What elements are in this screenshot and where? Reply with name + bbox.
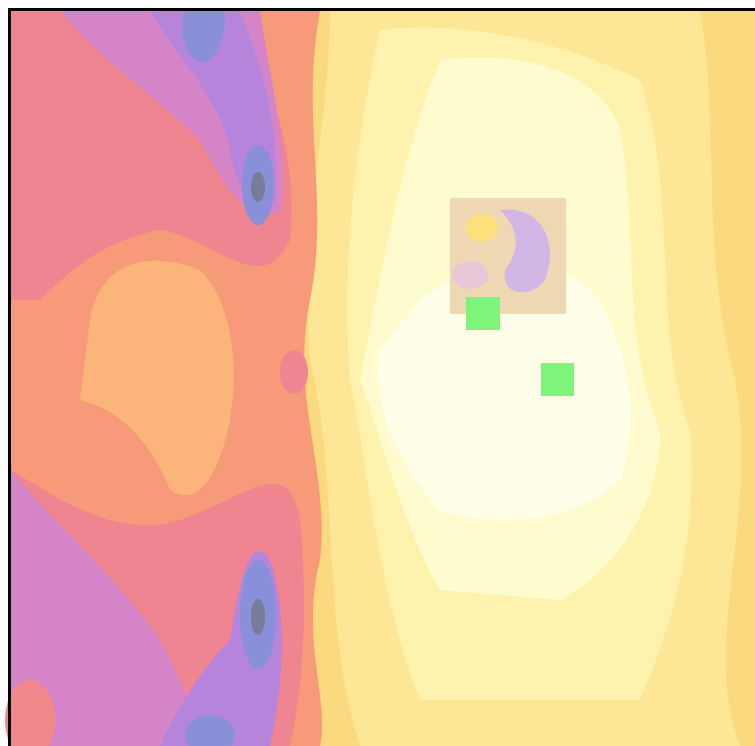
green-marker: [541, 363, 574, 396]
page: [0, 0, 755, 746]
blob-dark-mid: [251, 172, 265, 202]
blob-red-spot: [280, 350, 308, 394]
inset-blob: [452, 261, 488, 289]
inset-spot: [466, 214, 498, 242]
green-marker: [466, 297, 500, 330]
heat-field: [5, 11, 755, 746]
blob-dark-bottom: [251, 599, 265, 635]
inset-tile: [450, 198, 566, 314]
game-view: [0, 0, 755, 746]
